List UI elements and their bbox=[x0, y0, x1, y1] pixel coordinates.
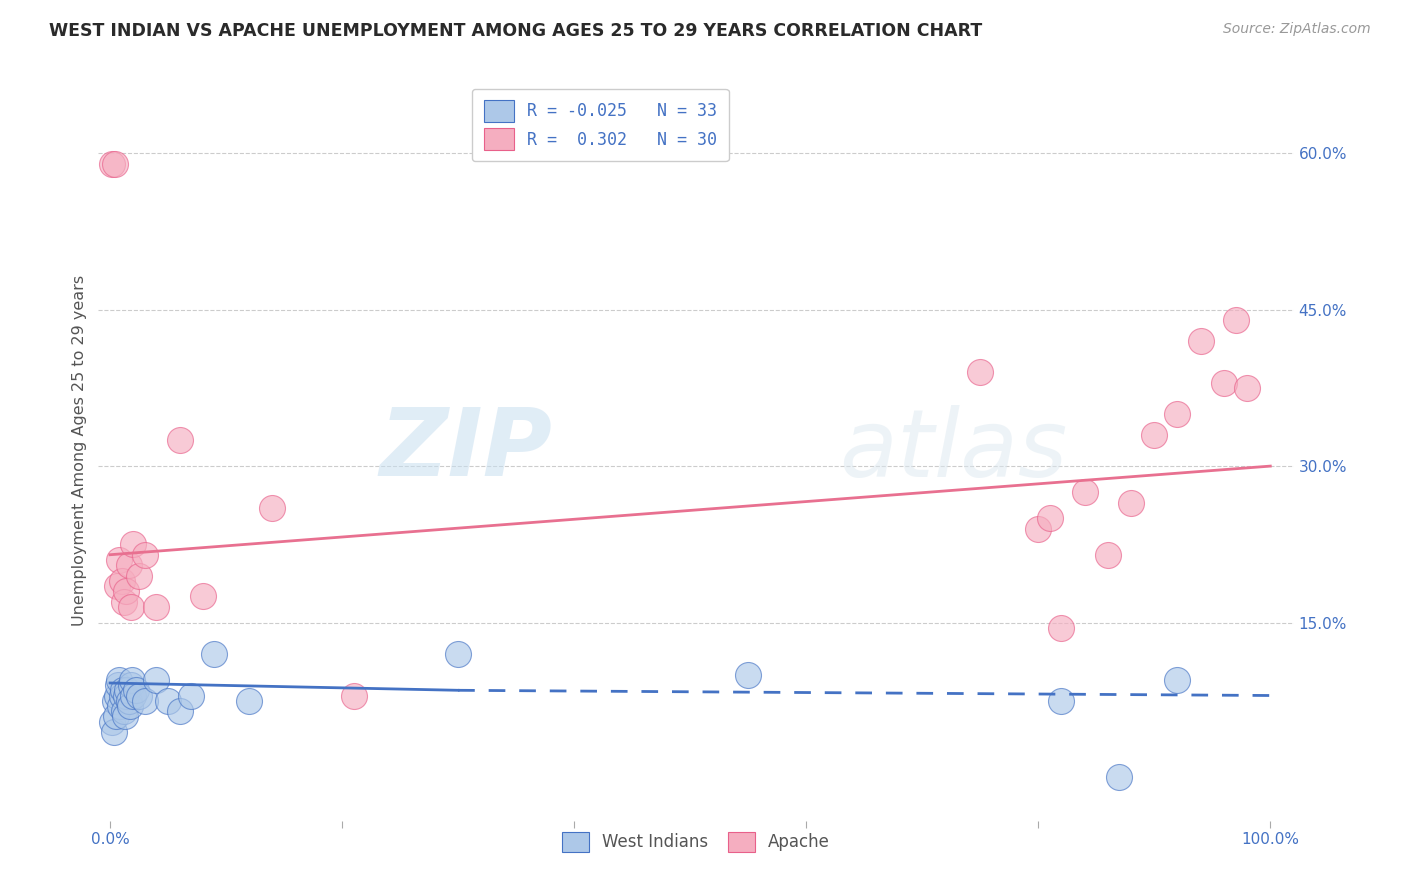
Point bbox=[105, 579, 128, 593]
Point bbox=[114, 709, 136, 723]
Text: Source: ZipAtlas.com: Source: ZipAtlas.com bbox=[1223, 22, 1371, 37]
Point bbox=[115, 689, 138, 703]
Y-axis label: Unemployment Among Ages 25 to 29 years: Unemployment Among Ages 25 to 29 years bbox=[72, 275, 87, 626]
Point bbox=[1166, 673, 1188, 687]
Point bbox=[124, 683, 146, 698]
Point bbox=[1166, 407, 1188, 421]
Point bbox=[134, 548, 156, 562]
Point bbox=[1073, 485, 1095, 500]
Point bbox=[157, 694, 180, 708]
Point bbox=[1236, 381, 1258, 395]
Point bbox=[120, 599, 142, 614]
Point bbox=[180, 689, 202, 703]
Point bbox=[101, 157, 124, 171]
Point bbox=[1143, 427, 1166, 442]
Point bbox=[737, 667, 759, 681]
Point bbox=[1212, 376, 1234, 390]
Point bbox=[169, 704, 191, 718]
Point bbox=[1026, 522, 1049, 536]
Point bbox=[111, 574, 134, 588]
Point bbox=[1108, 770, 1130, 784]
Point bbox=[110, 698, 132, 713]
Text: ZIP: ZIP bbox=[380, 404, 553, 497]
Point bbox=[1050, 694, 1073, 708]
Point bbox=[101, 714, 124, 729]
Point bbox=[104, 694, 127, 708]
Point bbox=[128, 568, 150, 582]
Point bbox=[169, 433, 191, 447]
Point bbox=[128, 689, 150, 703]
Point bbox=[343, 689, 366, 703]
Point bbox=[447, 647, 470, 661]
Point bbox=[1097, 548, 1119, 562]
Point bbox=[117, 683, 139, 698]
Point bbox=[118, 698, 141, 713]
Legend: West Indians, Apache: West Indians, Apache bbox=[554, 823, 838, 861]
Point bbox=[1189, 334, 1212, 348]
Text: WEST INDIAN VS APACHE UNEMPLOYMENT AMONG AGES 25 TO 29 YEARS CORRELATION CHART: WEST INDIAN VS APACHE UNEMPLOYMENT AMONG… bbox=[49, 22, 983, 40]
Point bbox=[1225, 313, 1247, 327]
Point bbox=[204, 647, 226, 661]
Point bbox=[1050, 621, 1073, 635]
Point bbox=[117, 558, 139, 573]
Text: atlas: atlas bbox=[839, 405, 1067, 496]
Point bbox=[145, 599, 167, 614]
Point bbox=[115, 584, 138, 599]
Point bbox=[120, 678, 142, 692]
Point bbox=[122, 537, 145, 551]
Point bbox=[121, 673, 143, 687]
Point bbox=[107, 678, 129, 692]
Point bbox=[262, 500, 284, 515]
Point bbox=[238, 694, 260, 708]
Point bbox=[112, 704, 135, 718]
Point bbox=[108, 553, 131, 567]
Point bbox=[111, 689, 134, 703]
Point bbox=[1039, 511, 1062, 525]
Point bbox=[191, 590, 214, 604]
Point bbox=[104, 157, 127, 171]
Point bbox=[969, 365, 991, 379]
Point bbox=[108, 673, 131, 687]
Point bbox=[104, 709, 127, 723]
Point bbox=[117, 694, 139, 708]
Point bbox=[103, 725, 125, 739]
Point bbox=[145, 673, 167, 687]
Point bbox=[134, 694, 156, 708]
Point bbox=[122, 689, 145, 703]
Point bbox=[1119, 495, 1142, 509]
Point bbox=[105, 689, 128, 703]
Point bbox=[112, 595, 135, 609]
Point bbox=[111, 683, 134, 698]
